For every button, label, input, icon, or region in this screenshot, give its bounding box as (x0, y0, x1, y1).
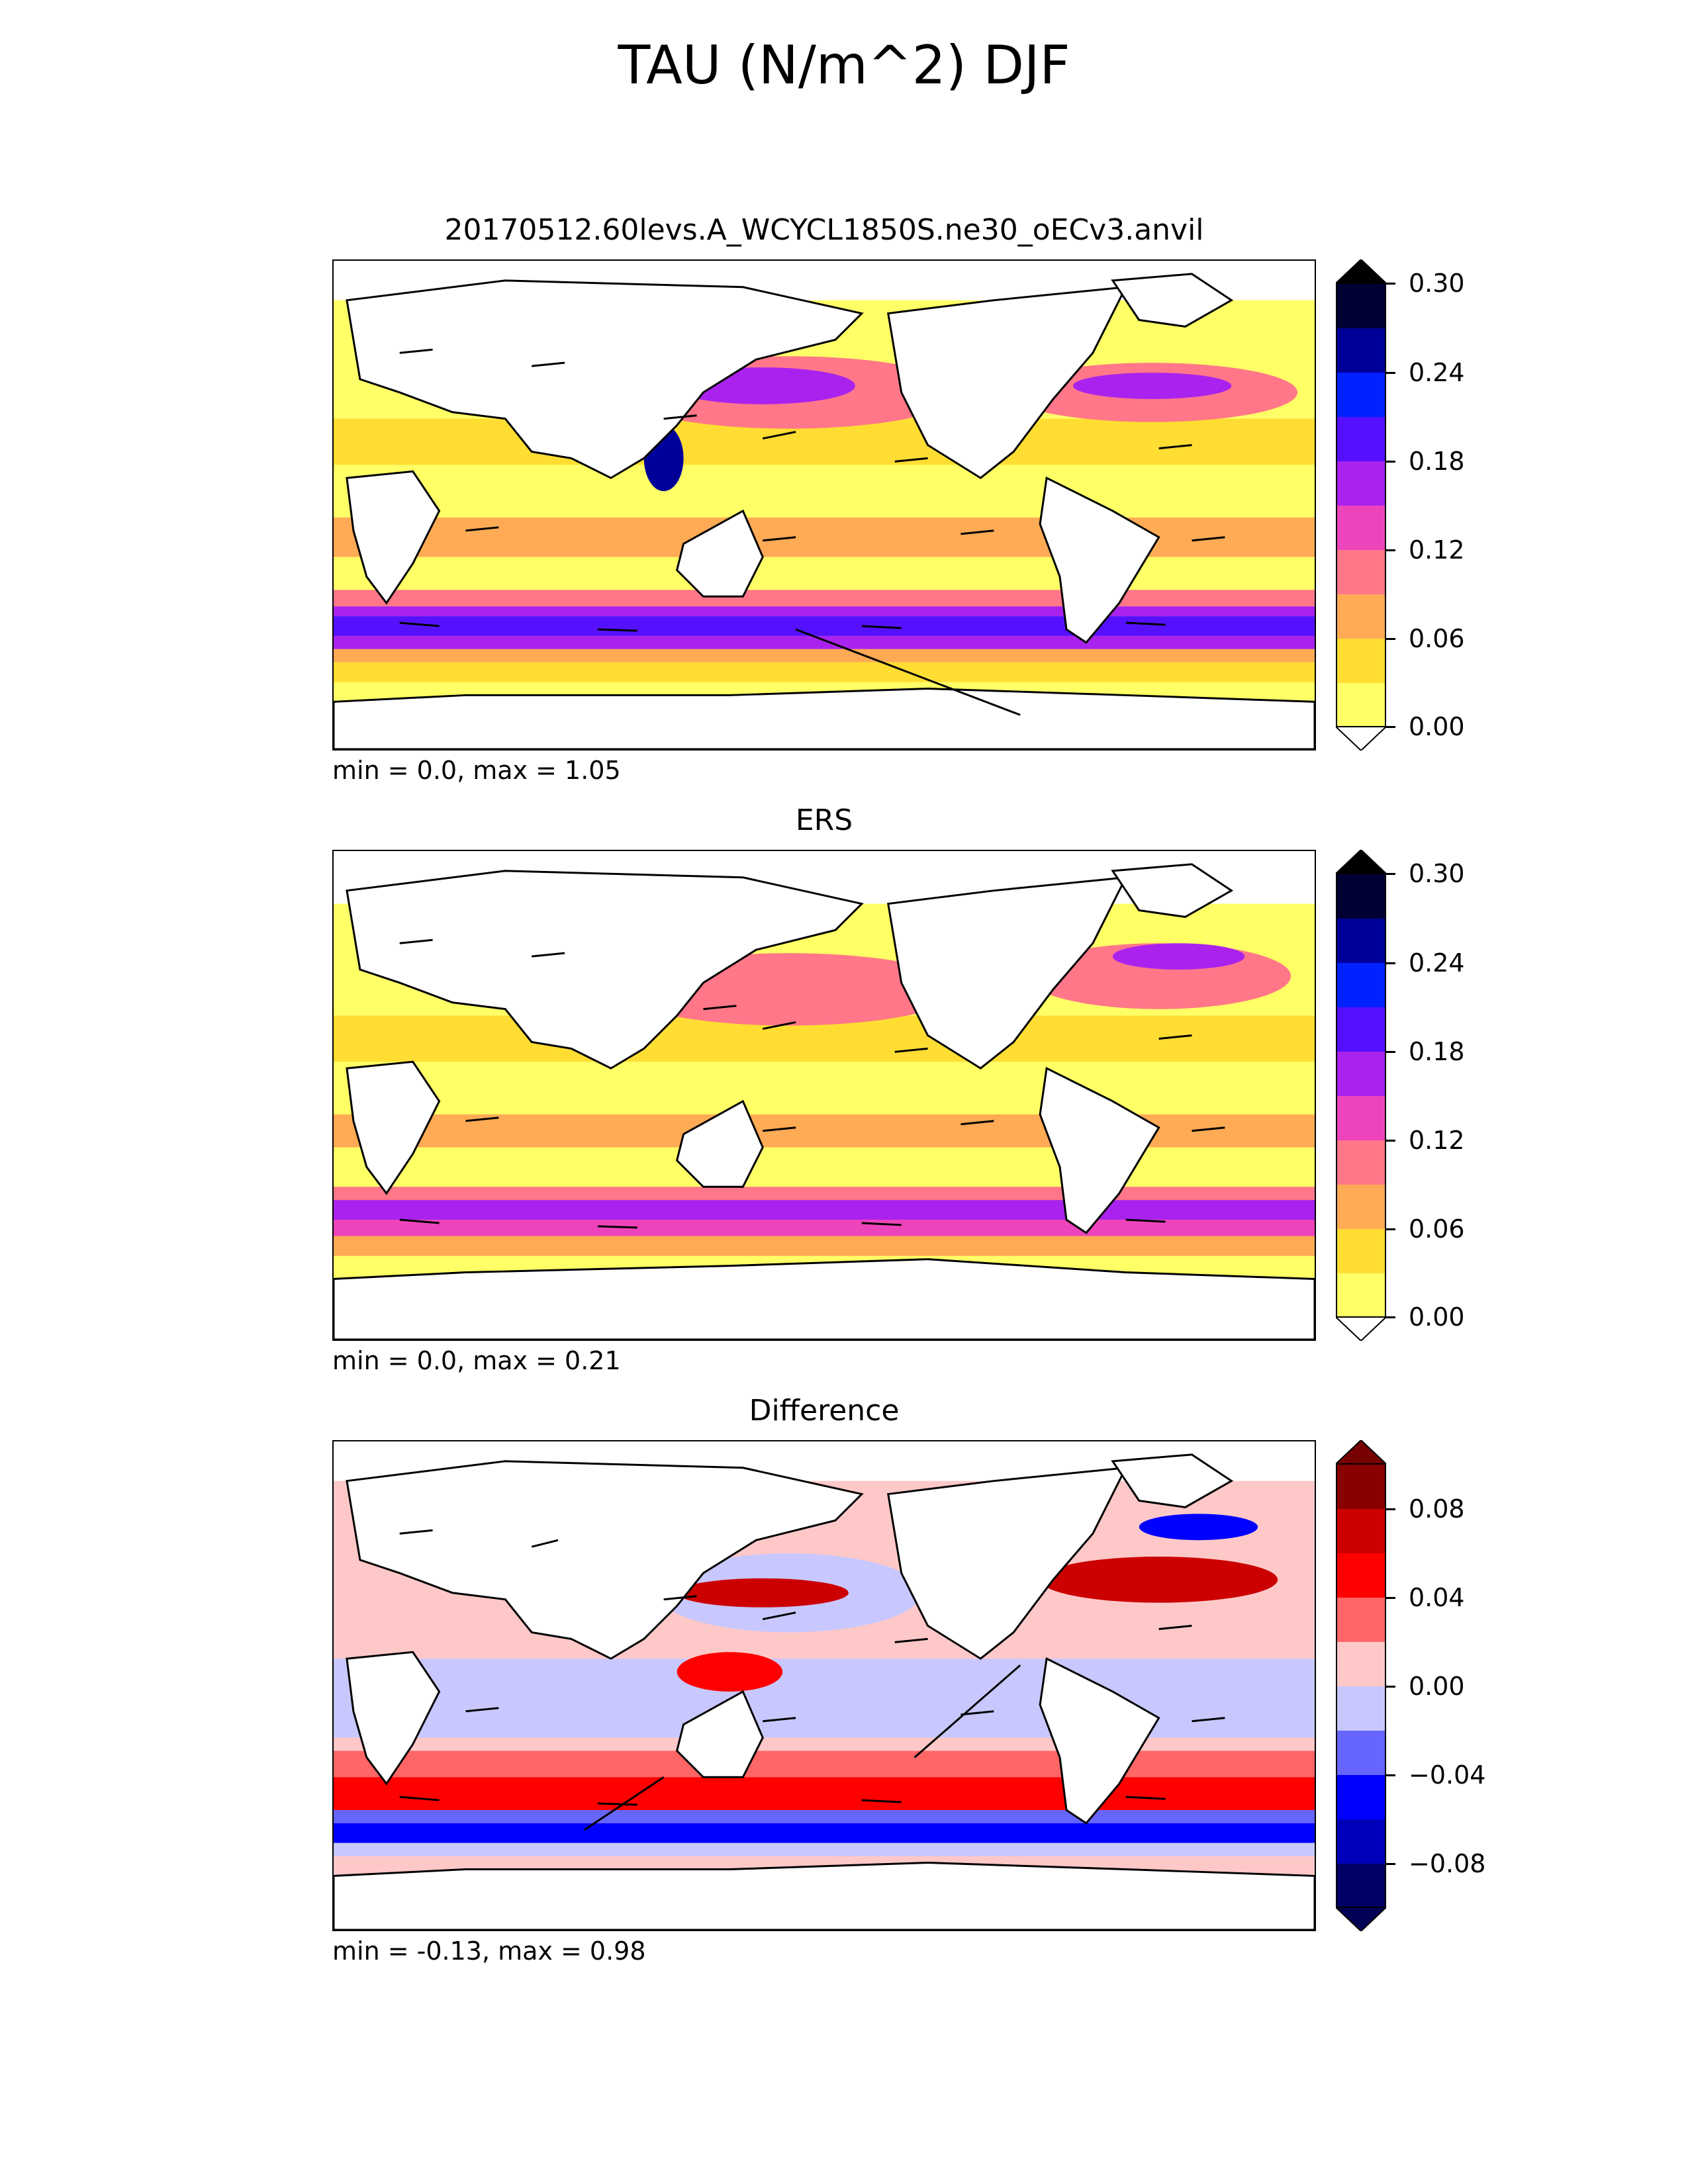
cbar2-tick (1386, 962, 1395, 964)
panel-3-stats: min = -0.13, max = 0.98 (332, 1936, 646, 1966)
cbar3-tick (1386, 1774, 1395, 1776)
cbar1-label: 0.12 (1409, 535, 1465, 565)
cbar2-label: 0.06 (1409, 1214, 1465, 1244)
cbar1-label: 0.00 (1409, 712, 1465, 741)
colorbar-3 (1334, 1439, 1388, 1933)
cbar2-label: 0.18 (1409, 1037, 1465, 1066)
cbar3-tick (1386, 1863, 1395, 1865)
colorbar-1 (1334, 258, 1388, 752)
cbar2-label: 0.00 (1409, 1302, 1465, 1332)
panel-2-stats: min = 0.0, max = 0.21 (332, 1346, 621, 1375)
panel-3-title: Difference (749, 1394, 900, 1428)
cbar1-label: 0.06 (1409, 624, 1465, 653)
panel-2-field (334, 851, 1315, 1340)
panel-2-title: ERS (795, 803, 853, 837)
figure-title: TAU (N/m^2) DJF (618, 34, 1070, 96)
cbar1-label: 0.18 (1409, 447, 1465, 476)
cbar1-tick (1386, 638, 1395, 640)
cbar3-label: −0.04 (1409, 1760, 1486, 1790)
panel-1-map (332, 259, 1316, 751)
panel-1-field (334, 261, 1315, 749)
cbar2-label: 0.12 (1409, 1126, 1465, 1155)
cbar3-label: −0.08 (1409, 1849, 1486, 1878)
cbar2-label: 0.30 (1409, 859, 1465, 888)
cbar1-tick (1386, 372, 1395, 374)
cbar2-tick (1386, 1316, 1395, 1318)
cbar2-label: 0.24 (1409, 948, 1465, 978)
panel-1-title: 20170512.60levs.A_WCYCL1850S.ne30_oECv3.… (444, 213, 1204, 247)
cbar1-tick (1386, 283, 1395, 285)
cbar2-tick (1386, 873, 1395, 875)
colorbar-2 (1334, 848, 1388, 1342)
cbar3-label: 0.00 (1409, 1672, 1465, 1701)
cbar2-tick (1386, 1051, 1395, 1053)
cbar1-tick (1386, 549, 1395, 551)
cbar3-tick (1386, 1597, 1395, 1599)
cbar2-tick (1386, 1228, 1395, 1230)
cbar1-tick (1386, 726, 1395, 728)
panel-2-map (332, 850, 1316, 1341)
panel-3-map (332, 1440, 1316, 1931)
cbar1-label: 0.30 (1409, 269, 1465, 298)
cbar3-tick (1386, 1686, 1395, 1688)
cbar1-tick (1386, 461, 1395, 463)
cbar2-tick (1386, 1140, 1395, 1142)
cbar3-tick (1386, 1508, 1395, 1510)
cbar3-label: 0.08 (1409, 1494, 1465, 1524)
panel-1-stats: min = 0.0, max = 1.05 (332, 756, 621, 785)
panel-3-field (334, 1441, 1315, 1930)
cbar3-label: 0.04 (1409, 1583, 1465, 1612)
cbar1-label: 0.24 (1409, 358, 1465, 387)
